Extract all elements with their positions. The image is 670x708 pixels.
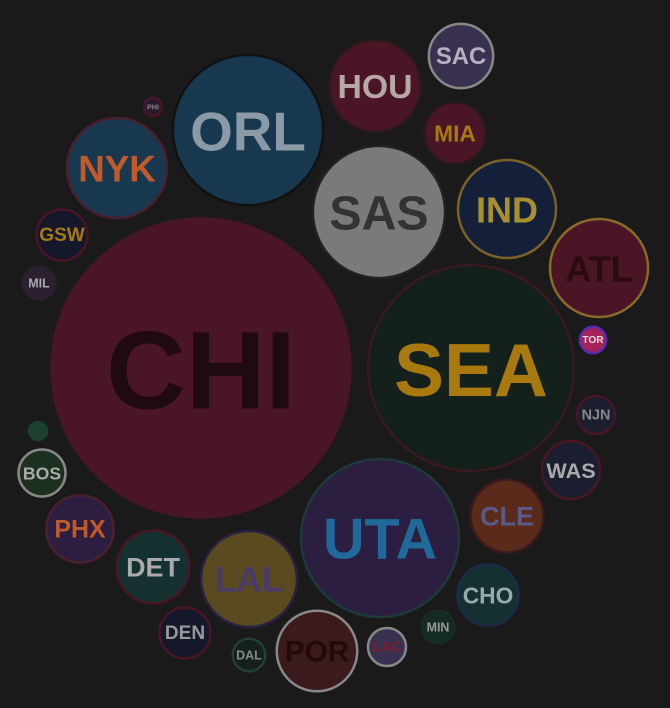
bubble <box>21 265 57 301</box>
bubble <box>27 420 49 442</box>
bubble <box>366 263 576 473</box>
bubble <box>158 606 212 660</box>
bubble <box>199 529 299 629</box>
bubble <box>469 478 545 554</box>
bubble-label: ATL <box>565 249 632 290</box>
bubble <box>171 53 325 207</box>
bubble <box>275 609 359 693</box>
bubble-label: BOS <box>23 463 61 483</box>
bubble-label: DAL <box>236 648 262 662</box>
bubble <box>578 325 608 355</box>
bubble-label: ORL <box>190 101 306 163</box>
bubble <box>17 448 67 498</box>
bubble-label: UTA <box>323 508 437 572</box>
bubble-label: PHX <box>54 516 106 544</box>
bubble-label: POR <box>285 635 349 668</box>
bubble <box>423 101 487 165</box>
bubble <box>575 394 617 436</box>
bubble-label: CHO <box>463 583 514 609</box>
bubble <box>327 38 423 134</box>
bubble-label: WAS <box>546 458 595 483</box>
bubble-label: HOU <box>337 68 412 106</box>
bubble-label: LAL <box>215 560 284 599</box>
bubble-label: PHI <box>147 103 159 112</box>
bubble-label: DET <box>126 553 180 583</box>
bubble <box>548 217 650 319</box>
bubble <box>540 439 602 501</box>
bubble <box>456 563 520 627</box>
bubble <box>115 529 191 605</box>
bubble <box>420 609 456 645</box>
bubble <box>456 158 558 260</box>
bubble <box>299 457 461 619</box>
bubble-label: CHI <box>106 310 296 433</box>
bubble <box>45 494 115 564</box>
bubble <box>231 637 267 673</box>
bubble-label: SEA <box>394 328 548 412</box>
bubble-label: NYK <box>78 149 156 190</box>
bubble-label: DEN <box>165 623 205 644</box>
bubble-label: TOR <box>582 335 604 346</box>
bubble <box>47 214 355 522</box>
bubble-label: MIA <box>434 121 476 147</box>
bubble-label: SAC <box>436 43 486 70</box>
bubble-label: SAS <box>329 186 428 240</box>
bubble-label: MIN <box>427 620 450 634</box>
bubble <box>311 144 447 280</box>
bubble <box>65 116 169 220</box>
bubble-label: GSW <box>39 225 84 246</box>
bubble-label: NJN <box>582 407 611 423</box>
bubble-label: MIL <box>28 276 50 290</box>
bubble <box>366 626 408 668</box>
bubble-label: CLE <box>480 502 534 532</box>
bubble <box>142 96 164 118</box>
bubble <box>35 208 89 262</box>
bubble <box>427 22 495 90</box>
bubble-label: IND <box>476 190 538 231</box>
bubble-label: LAC <box>372 639 402 655</box>
